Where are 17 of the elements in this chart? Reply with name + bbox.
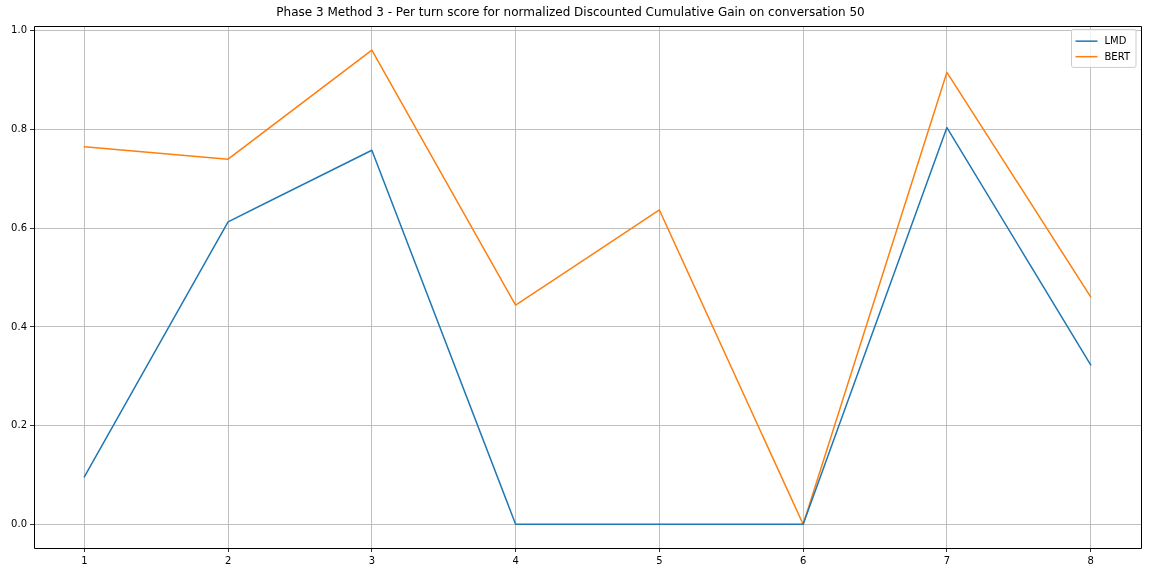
chart-title: Phase 3 Method 3 - Per turn score for normalized Discounted Cumulative Gain on conversation 50 <box>276 5 865 20</box>
x-tick-label: 4 <box>512 554 519 566</box>
x-tick-label: 3 <box>368 554 376 566</box>
y-tick-label: 0.8 <box>11 123 27 135</box>
x-tick-label: 1 <box>81 554 88 566</box>
x-tick-label: 8 <box>1087 554 1094 566</box>
y-tick-label: 0.0 <box>11 517 27 529</box>
y-tick-label: 1.0 <box>11 24 27 36</box>
x-tick-label: 5 <box>656 554 663 566</box>
y-tick-label: 0.2 <box>11 419 27 431</box>
x-tick-label: 7 <box>943 554 951 566</box>
x-tick-label: 6 <box>799 554 807 566</box>
y-tick-label: 0.6 <box>11 221 27 233</box>
legend-label: BERT <box>1104 50 1131 62</box>
y-tick-label: 0.4 <box>11 320 27 332</box>
x-tick-label: 2 <box>224 554 232 566</box>
legend-label: LMD <box>1104 35 1127 47</box>
